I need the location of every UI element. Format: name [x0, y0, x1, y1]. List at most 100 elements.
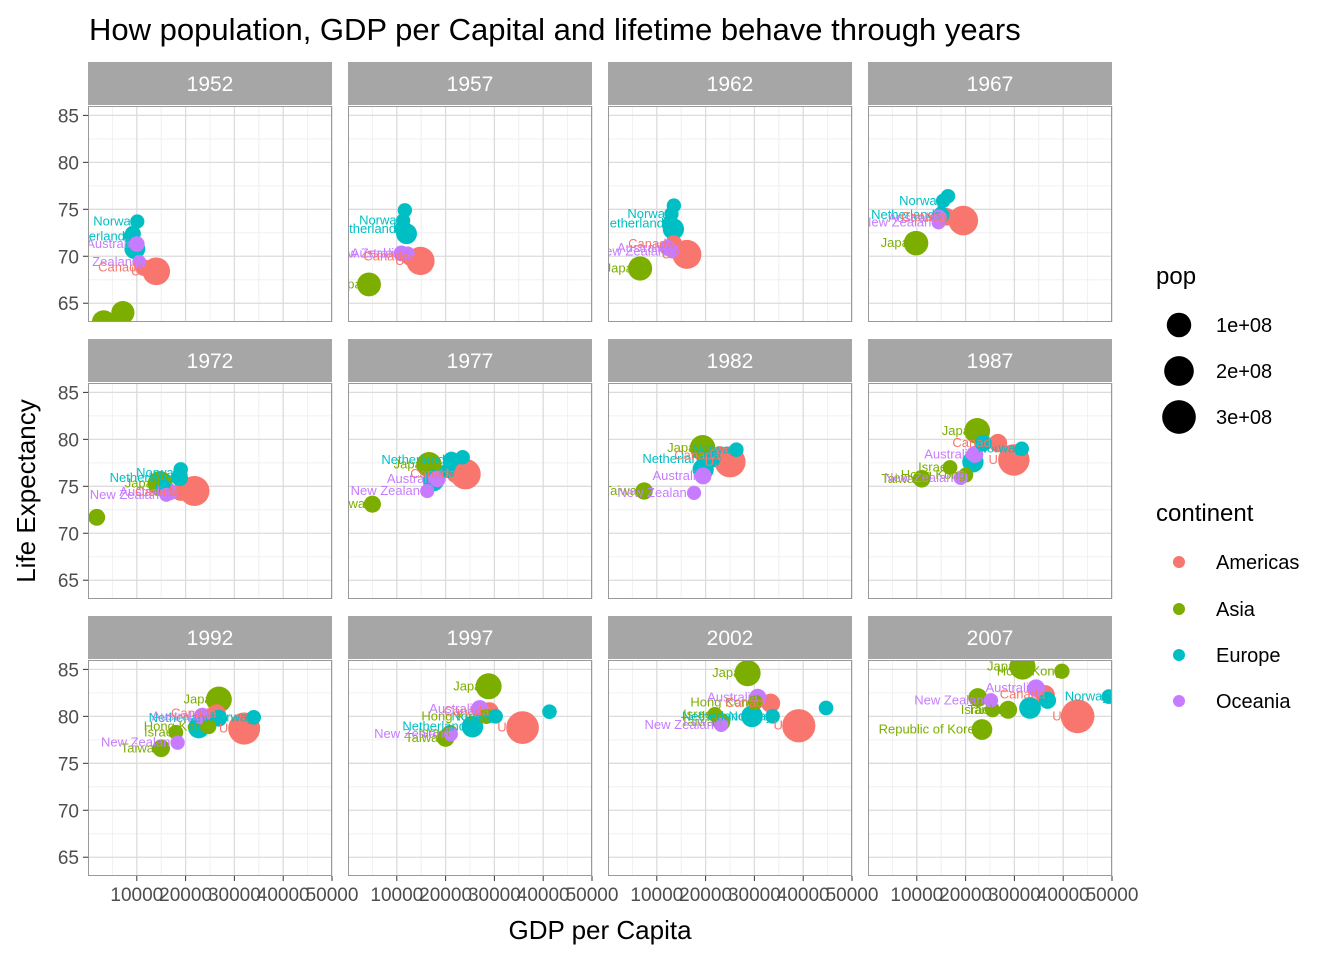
x-tick-label: 30000: [988, 885, 1041, 906]
data-point: [747, 694, 764, 710]
point-label: New Zealand: [617, 485, 694, 500]
point-label: Canada: [444, 704, 490, 719]
point-label: Australia: [707, 690, 758, 705]
data-point: [948, 205, 979, 236]
data-point: [734, 660, 761, 687]
point-label: New Zealand: [101, 735, 178, 750]
data-point: [395, 213, 411, 228]
data-point: [1101, 689, 1112, 704]
point-label: Japan: [334, 276, 369, 291]
y-tick-label: 70: [58, 524, 79, 545]
point-label: Canada: [363, 248, 409, 263]
point-label: Norway: [978, 441, 1023, 456]
point-label: Australia: [152, 708, 203, 723]
y-tick-label: 70: [58, 247, 79, 268]
data-point: [128, 236, 145, 252]
data-point: [1014, 441, 1030, 457]
legend-color-title: continent: [1156, 500, 1254, 527]
point-label: Canada: [901, 209, 947, 224]
data-point: [713, 717, 729, 733]
facet-strip-label: 1962: [707, 73, 754, 96]
point-label: Norway: [359, 213, 404, 228]
point-label: Australia: [888, 210, 939, 225]
point-label: Norway: [452, 708, 497, 723]
point-label: Australia: [924, 446, 975, 461]
x-tick-label: 50000: [826, 885, 879, 906]
point-label: Taiwan: [405, 730, 445, 745]
data-point: [765, 709, 780, 724]
data-point: [455, 449, 470, 465]
point-label: Australia: [351, 245, 402, 260]
point-label: Japan: [987, 659, 1022, 674]
legend-size-label: 1e+08: [1216, 315, 1272, 337]
point-label: Netherlands: [110, 470, 181, 485]
point-label: Japan: [712, 665, 747, 680]
point-label: Taiwan: [968, 702, 1008, 717]
point-label: U.S.: [705, 454, 730, 469]
x-tick-label: 20000: [419, 885, 472, 906]
data-point: [968, 688, 988, 707]
data-point: [91, 310, 116, 322]
data-point: [782, 709, 816, 743]
legend-color-key: [1173, 649, 1185, 661]
y-tick-label: 75: [58, 477, 79, 498]
point-label: Norway: [136, 465, 181, 480]
point-label: Japan: [453, 678, 488, 693]
data-point: [903, 230, 929, 256]
point-label: Taiwan: [56, 509, 96, 524]
point-label: Netherlands: [642, 451, 713, 466]
x-tick-label: 20000: [159, 885, 212, 906]
legend-size-key: [1164, 356, 1194, 386]
data-point: [729, 442, 744, 457]
point-label: Canada: [171, 706, 217, 721]
data-point: [132, 255, 147, 269]
point-label: Taiwan: [604, 483, 644, 498]
facet-strip-label: 1972: [187, 350, 234, 373]
point-label: Taiwan: [681, 714, 721, 729]
legend-color-key: [1173, 603, 1185, 615]
panel-border: [88, 106, 332, 322]
point-label: Israel: [918, 460, 950, 475]
point-label: Canada: [98, 260, 144, 275]
data-point: [635, 482, 653, 500]
x-tick-label: 10000: [110, 885, 163, 906]
point-label: Japan: [667, 440, 702, 455]
point-label: Israel: [418, 724, 450, 739]
point-label: New Zealand: [63, 254, 140, 269]
point-label: U.S.: [131, 263, 156, 278]
data-point: [170, 735, 185, 750]
point-label: Netherlands: [402, 719, 473, 734]
point-label: New Zealand: [374, 726, 451, 741]
y-tick-label: 65: [58, 294, 79, 315]
point-label: Japan: [183, 691, 218, 706]
x-tick-label: 40000: [517, 885, 570, 906]
legend-size: pop 1e+08 2e+08 3e+08: [1156, 263, 1272, 434]
panel-border: [608, 660, 852, 876]
point-label: U.S.: [440, 466, 465, 481]
data-point: [443, 726, 458, 742]
point-label: Australia: [617, 240, 668, 255]
facet-strip-label: 1987: [967, 350, 1014, 373]
point-label: Australia: [387, 471, 438, 486]
facet-strip: [868, 339, 1112, 382]
x-tick-label: 50000: [306, 885, 359, 906]
point-label: Canada: [410, 466, 456, 481]
point-label: Hong Kong: [901, 467, 966, 482]
point-label: Norway: [692, 442, 737, 457]
data-point: [246, 709, 262, 725]
panel-border: [608, 106, 852, 322]
x-tick-label: 50000: [566, 885, 619, 906]
data-point: [694, 467, 712, 485]
x-tick-label: 10000: [370, 885, 423, 906]
data-point: [1009, 660, 1036, 680]
legend-size-title: pop: [1156, 263, 1196, 290]
data-point: [440, 462, 456, 479]
facet-strip-label: 1957: [447, 73, 494, 96]
point-label: Norway: [627, 206, 672, 221]
point-label: Canada: [674, 447, 720, 462]
data-point: [159, 487, 174, 502]
